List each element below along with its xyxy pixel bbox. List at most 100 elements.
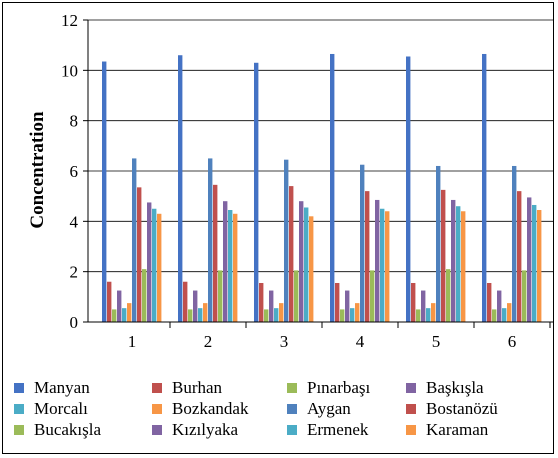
- bar: [537, 210, 542, 322]
- bar: [482, 53, 487, 322]
- legend-swatch: [14, 425, 24, 435]
- legend-swatch: [287, 425, 297, 435]
- y-tick-label: 4: [70, 212, 79, 231]
- bar: [147, 202, 152, 322]
- y-tick-labels: 0 2 4 6 8 10 12: [61, 11, 79, 332]
- bar: [461, 211, 466, 322]
- legend-swatch: [287, 383, 297, 393]
- bar: [269, 290, 274, 322]
- bar: [127, 303, 132, 322]
- chart-frame: [2, 2, 554, 454]
- bar: [492, 309, 497, 322]
- bar: [365, 191, 370, 322]
- bar: [502, 308, 507, 322]
- legend-label: Bozkandak: [172, 399, 249, 418]
- legend-label: Manyan: [34, 378, 90, 397]
- legend-item: Bucakışla: [14, 419, 101, 441]
- bar: [259, 282, 264, 322]
- legend-swatch: [14, 404, 24, 414]
- x-tick-label: 6: [508, 332, 517, 351]
- legend-item: Başkışla: [406, 377, 484, 399]
- bars: [102, 53, 542, 323]
- bar: [142, 269, 147, 322]
- bar: [309, 216, 314, 322]
- legend-swatch: [406, 425, 416, 435]
- bar: [274, 308, 279, 322]
- bar: [183, 281, 188, 322]
- bar: [360, 164, 365, 322]
- bar: [208, 158, 213, 322]
- bar: [436, 165, 441, 322]
- bar: [107, 281, 112, 322]
- bar: [132, 158, 137, 322]
- y-tick-label: 2: [70, 263, 79, 282]
- bar: [117, 290, 122, 322]
- bar: [431, 303, 436, 322]
- bar: [264, 309, 269, 322]
- x-tick-label: 5: [432, 332, 441, 351]
- bar: [223, 201, 228, 322]
- y-axis-title: Concentration: [27, 111, 48, 229]
- bar: [522, 270, 527, 322]
- bar: [446, 269, 451, 322]
- legend-label: Morcalı: [34, 399, 88, 418]
- legend-label: Ermenek: [307, 420, 369, 439]
- bar: [233, 213, 238, 322]
- bar: [284, 159, 289, 322]
- legend-item: Burhan: [152, 377, 222, 399]
- bar: [340, 309, 345, 322]
- x-tick-label: 1: [128, 332, 137, 351]
- bar: [294, 270, 299, 322]
- axes: [83, 19, 553, 328]
- bar: [507, 303, 512, 322]
- legend-swatch: [406, 404, 416, 414]
- legend-label: Kızılyaka: [172, 420, 239, 439]
- legend-item: Manyan: [14, 377, 90, 399]
- bar: [355, 303, 360, 322]
- bar: [188, 309, 193, 322]
- x-tick-label: 2: [204, 332, 213, 351]
- legend-swatch: [14, 383, 24, 393]
- bar: [102, 61, 107, 323]
- legend-swatch: [406, 383, 416, 393]
- bar: [527, 197, 532, 322]
- legend-swatch: [152, 404, 162, 414]
- bar: [406, 56, 411, 322]
- bar: [456, 206, 461, 322]
- bar: [198, 308, 203, 322]
- legend-label: Burhan: [172, 378, 223, 397]
- bar: [254, 62, 259, 323]
- x-tick-labels: 1 2 3 4 5 6: [128, 332, 517, 351]
- bar: [487, 282, 492, 322]
- bar: [218, 270, 223, 322]
- bar: [497, 290, 502, 322]
- bar: [385, 211, 390, 322]
- bar: [375, 199, 380, 322]
- bar: [228, 210, 233, 322]
- bar: [532, 204, 537, 322]
- legend-label: Pınarbaşı: [307, 378, 371, 397]
- legend-swatch: [152, 383, 162, 393]
- legend-item: Ermenek: [287, 419, 368, 441]
- bar: [289, 186, 294, 322]
- legend-item: Morcalı: [14, 398, 88, 420]
- y-tick-label: 0: [70, 313, 79, 332]
- bar: [416, 309, 421, 322]
- bar: [451, 199, 456, 322]
- bar: [112, 309, 117, 322]
- legend-swatch: [152, 425, 162, 435]
- bar: [203, 303, 208, 322]
- bar: [157, 213, 162, 322]
- legend-label: Başkışla: [426, 378, 484, 397]
- legend-swatch: [287, 404, 297, 414]
- bar: [421, 290, 426, 322]
- gridlines: [88, 19, 553, 273]
- x-tick-label: 3: [280, 332, 289, 351]
- bar: [279, 303, 284, 322]
- legend-item: Kızılyaka: [152, 419, 238, 441]
- bar: [411, 282, 416, 322]
- legend-item: Karaman: [406, 419, 488, 441]
- bar: [122, 308, 127, 322]
- legend-label: Bostanözü: [426, 399, 498, 418]
